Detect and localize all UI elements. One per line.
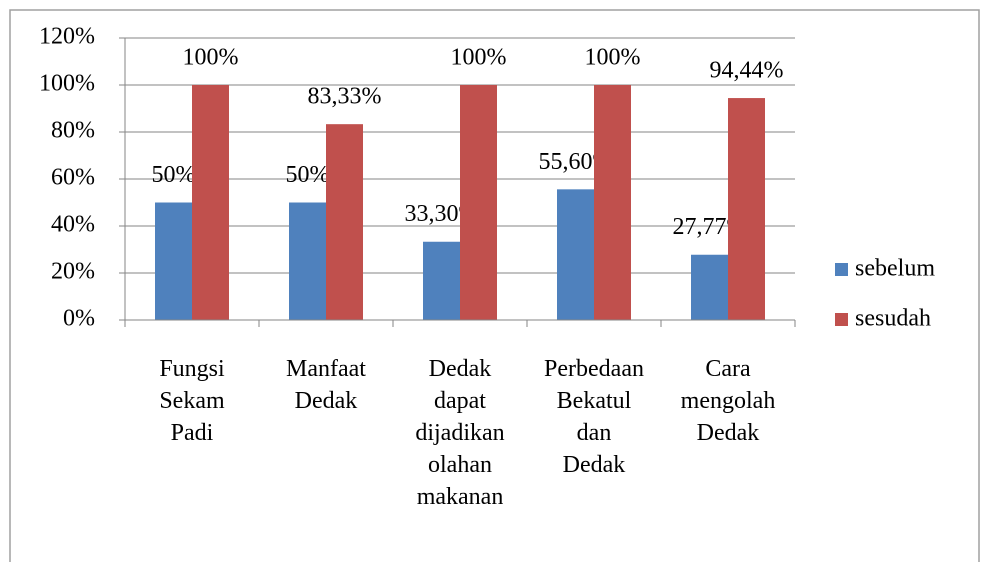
- x-tick-label: Dedak dapat dijadikan olahan makanan: [415, 356, 504, 510]
- bar: [326, 124, 363, 320]
- legend-label: sebelum: [855, 256, 935, 282]
- chart-frame: [9, 9, 980, 562]
- data-label: 100%: [183, 45, 239, 71]
- y-tick-label: 100%: [39, 71, 95, 97]
- y-tick-label: 0%: [63, 306, 95, 332]
- data-label: 50%: [152, 162, 196, 188]
- legend-label: sesudah: [855, 306, 931, 332]
- bar: [728, 98, 765, 320]
- y-tick-label: 20%: [51, 259, 95, 285]
- legend-swatch: [835, 263, 848, 276]
- bar: [691, 254, 728, 320]
- bar: [289, 202, 326, 320]
- y-tick-label: 60%: [51, 165, 95, 191]
- bar: [594, 85, 631, 320]
- bar: [155, 202, 192, 320]
- bar: [460, 85, 497, 320]
- y-tick-label: 40%: [51, 212, 95, 238]
- x-tick-label: Perbedaan Bekatul dan Dedak: [544, 356, 644, 478]
- bar: [423, 241, 460, 320]
- data-label: 94,44%: [710, 58, 784, 84]
- data-label: 50%: [286, 162, 330, 188]
- bar: [557, 189, 594, 320]
- x-tick-label: Manfaat Dedak: [286, 356, 366, 414]
- legend-swatch: [835, 313, 848, 326]
- y-tick-label: 80%: [51, 118, 95, 144]
- data-label: 83,33%: [308, 84, 382, 110]
- data-label: 100%: [585, 45, 641, 71]
- y-tick-label: 120%: [39, 24, 95, 50]
- x-tick-label: Cara mengolah Dedak: [681, 356, 776, 446]
- bar: [192, 85, 229, 320]
- x-tick-label: Fungsi Sekam Padi: [159, 356, 225, 446]
- data-label: 100%: [451, 45, 507, 71]
